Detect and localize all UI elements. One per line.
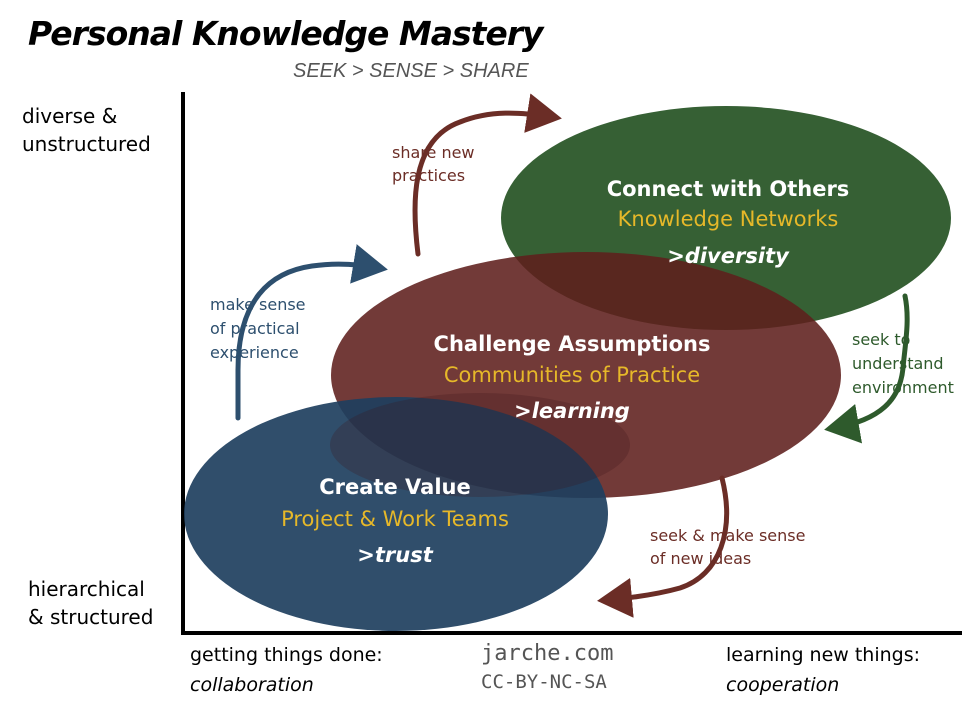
page-title: Personal Knowledge Mastery	[28, 14, 544, 53]
x-axis-left-line-1: getting things done:	[190, 644, 383, 666]
understand-label-line-2: understand	[852, 354, 944, 373]
oval-overlap-shade	[330, 393, 630, 497]
x-axis-right-label: learning new things: cooperation	[726, 640, 920, 700]
sense-label-line-3: experience	[210, 343, 299, 362]
seek-label-line-1: seek & make sense	[650, 526, 805, 545]
share-label-line-1: share new	[392, 143, 475, 162]
create-subtitle: Project & Work Teams	[281, 507, 509, 531]
create-title: Create Value	[319, 475, 470, 499]
understand-label-line-1: seek to	[852, 330, 910, 349]
understand-label-line-3: environment	[852, 378, 954, 397]
sense-label-line-2: of practical	[210, 319, 300, 338]
oval-create-value	[184, 397, 608, 631]
connect-tag: >diversity	[667, 244, 790, 268]
y-axis-bottom-line-2: & structured	[28, 605, 154, 629]
arrow-make-sense	[235, 244, 388, 421]
arrow-seek-to-understand	[824, 293, 910, 444]
sense-label-line-1: make sense	[210, 295, 306, 314]
arrow-seek-new-ideas	[597, 475, 730, 618]
y-axis-bottom-line-1: hierarchical	[28, 577, 145, 601]
x-axis-right-line-2: cooperation	[726, 674, 840, 696]
credit-license: CC-BY-NC-SA	[481, 671, 607, 693]
y-axis-top-line-1: diverse &	[22, 104, 118, 128]
x-axis-left-line-2: collaboration	[190, 674, 314, 696]
connect-title: Connect with Others	[607, 177, 850, 201]
challenge-title: Challenge Assumptions	[434, 332, 711, 356]
create-tag: >trust	[357, 543, 433, 567]
credit-site[interactable]: jarche.com	[481, 641, 614, 666]
share-label-line-2: practices	[392, 166, 465, 185]
page-subtitle: SEEK > SENSE > SHARE	[293, 60, 529, 82]
x-axis-right-line-1: learning new things:	[726, 644, 921, 666]
y-axis-top-label: diverse & unstructured	[22, 102, 151, 158]
y-axis-top-line-2: unstructured	[22, 132, 151, 156]
challenge-tag: >learning	[514, 399, 630, 423]
x-axis-left-label: getting things done: collaboration	[190, 640, 383, 700]
seek-label-line-2: of new ideas	[650, 549, 751, 568]
challenge-subtitle: Communities of Practice	[444, 363, 700, 387]
connect-subtitle: Knowledge Networks	[618, 207, 839, 231]
arrow-share-new-practices	[412, 93, 562, 257]
y-axis-bottom-label: hierarchical & structured	[28, 575, 153, 631]
